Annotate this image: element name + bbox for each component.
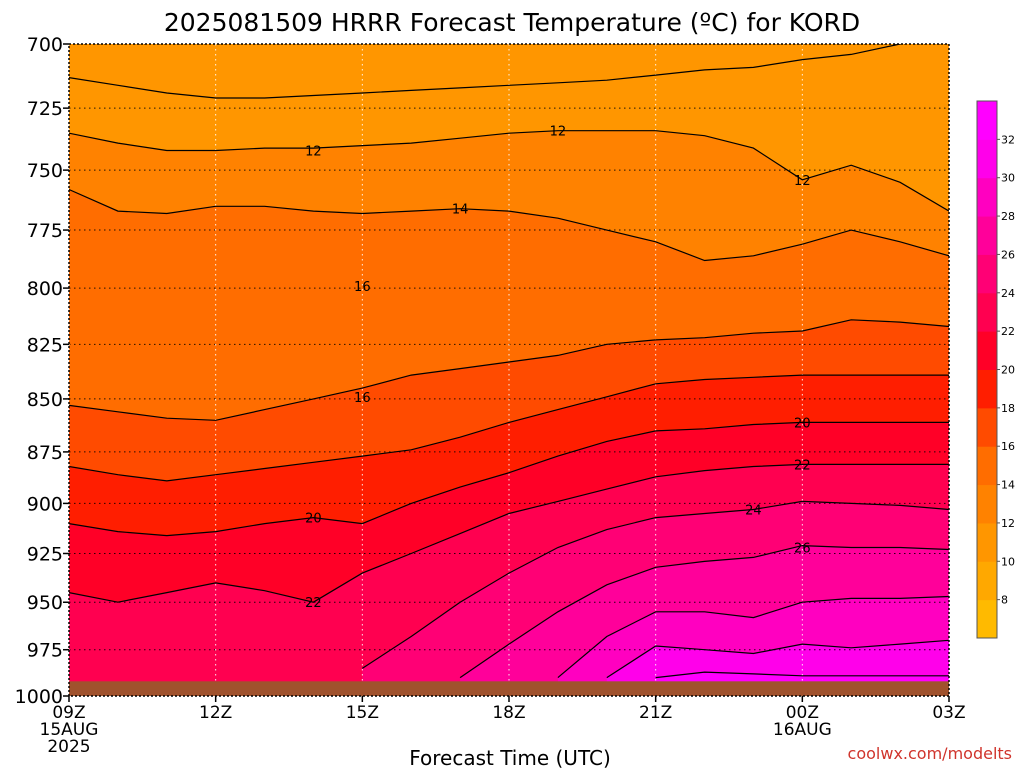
x-tick-label: 16AUG (773, 720, 832, 740)
colorbar-label: 22 (1001, 325, 1015, 338)
colorbar-label: 28 (1001, 210, 1015, 223)
colorbar-segment (977, 101, 997, 140)
colorbar-label: 14 (1001, 479, 1015, 492)
x-tick-label: 15Z (346, 703, 379, 723)
x-tick-label: 03Z (932, 703, 965, 723)
y-tick-label: 800 (27, 278, 63, 300)
isotherm-26 (459, 544, 949, 679)
colorbar-segment (977, 369, 997, 409)
contour-label: 12 (550, 125, 567, 140)
contour-label: 24 (745, 503, 762, 518)
y-tick-label: 750 (27, 160, 63, 182)
isotherm-lines (69, 44, 949, 679)
x-tick-label: 09Z (52, 703, 85, 723)
isotherm-28 (557, 595, 949, 679)
y-tick-label: 1000 (15, 686, 63, 708)
colorbar-segment (977, 254, 997, 294)
x-axis-label: Forecast Time (UTC) (409, 746, 611, 768)
isotherm-18 (69, 374, 949, 482)
colorbar-segment (977, 331, 997, 370)
colorbar-segment (977, 522, 997, 562)
y-tick-label: 950 (27, 592, 63, 614)
x-tick-label: 15AUG (40, 720, 99, 740)
contour-label: 22 (794, 458, 811, 473)
isotherm-20 (69, 421, 949, 537)
colorbar: 8 10 12 14 16 18 20 22 24 26 28 30 32 (976, 100, 1015, 639)
colorbar-label: 32 (1001, 133, 1015, 146)
y-axis: 700 725 750 775 800 825 850 875 900 925 950 975 1000 (15, 34, 69, 708)
x-tick-label: 18Z (492, 703, 525, 723)
isotherm-22 (69, 463, 949, 603)
y-tick-label: 700 (27, 34, 63, 56)
colorbar-label: 26 (1001, 248, 1015, 261)
y-tick-label: 875 (27, 442, 63, 464)
ground-surface (69, 681, 949, 696)
x-tick-label: 00Z (786, 703, 819, 723)
x-tick-label: 12Z (199, 703, 232, 723)
isotherm-24 (361, 500, 949, 669)
isotherm-16 (69, 319, 949, 421)
contour-label: 12 (305, 145, 322, 160)
y-tick-label: 975 (27, 640, 63, 662)
colorbar-segment (977, 407, 997, 447)
contour-label: 22 (305, 596, 322, 611)
chart-title: 2025081509 HRRR Forecast Temperature (ºC… (164, 8, 860, 37)
credit-text: coolwx.com/modelts (848, 744, 1012, 763)
grid-lines (69, 44, 949, 696)
colorbar-label: 10 (1001, 555, 1015, 568)
isotherm-14 (69, 188, 949, 262)
colorbar-segment (977, 292, 997, 332)
contour-label: 20 (794, 416, 811, 431)
y-tick-label: 725 (27, 98, 63, 120)
colorbar-label: 12 (1001, 517, 1015, 530)
colorbar-segment (977, 139, 997, 179)
colorbar-label: 30 (1001, 172, 1015, 185)
colorbar-segment (977, 484, 997, 524)
colorbar-segment (977, 561, 997, 601)
colorbar-label: 18 (1001, 402, 1015, 415)
y-tick-label: 775 (27, 220, 63, 242)
y-tick-label: 900 (27, 493, 63, 515)
y-tick-label: 825 (27, 334, 63, 356)
isotherm-32 (655, 671, 949, 679)
colorbar-label: 8 (1001, 594, 1008, 607)
contour-label: 16 (354, 391, 371, 406)
colorbar-label: 24 (1001, 287, 1015, 300)
contour-label: 12 (794, 174, 811, 189)
isotherm-30 (606, 639, 949, 679)
y-tick-label: 850 (27, 389, 63, 411)
contour-labels: 12 12 12 14 16 16 20 20 22 22 24 26 (305, 125, 811, 612)
x-tick-label: 2025 (47, 737, 90, 757)
colorbar-label: 20 (1001, 364, 1015, 377)
contour-label: 26 (794, 542, 811, 557)
colorbar-label: 16 (1001, 440, 1015, 453)
colorbar-segment (977, 177, 997, 217)
contour-label: 20 (305, 512, 322, 527)
contour-label: 16 (354, 280, 371, 295)
contour-label: 14 (452, 203, 469, 218)
colorbar-segment (977, 599, 997, 639)
plot-area: 12 12 12 14 16 16 20 20 22 22 24 26 (69, 44, 949, 696)
colorbar-segment (977, 216, 997, 255)
y-tick-label: 925 (27, 543, 63, 565)
colorbar-segment (977, 446, 997, 486)
isotherm-10 (69, 44, 903, 99)
isotherm-12 (69, 130, 949, 212)
x-tick-label: 21Z (639, 703, 672, 723)
